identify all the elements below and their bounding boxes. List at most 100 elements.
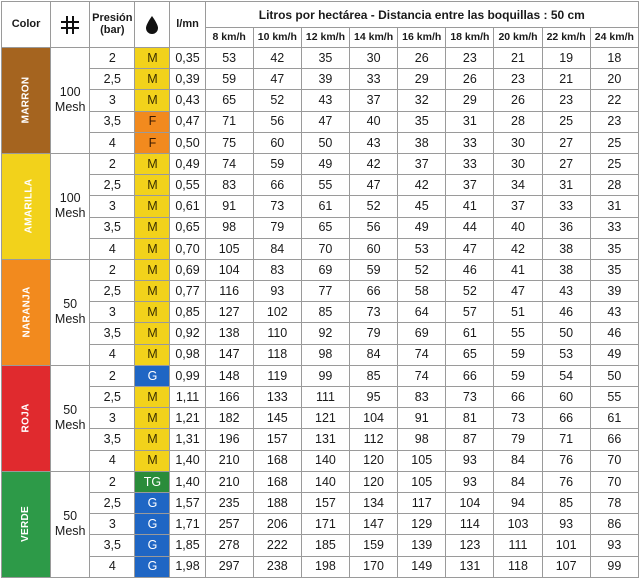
- rate-cell: 114: [445, 513, 495, 536]
- header-presion: Presión (bar): [89, 1, 136, 48]
- rate-cell: 52: [349, 195, 399, 218]
- rate-cell: 50: [541, 322, 591, 345]
- rate-cell: 85: [349, 364, 399, 388]
- rate-cell: 65: [300, 216, 351, 239]
- rate-cell: 59: [493, 364, 543, 388]
- flow-cell: 0,77: [169, 280, 206, 303]
- header-speed-2: 12 km/h: [300, 27, 351, 48]
- header-speed-7: 22 km/h: [541, 27, 591, 48]
- table-row: 3 G 1,71 257 206 171 147 129 114 103 93 86: [2, 513, 640, 536]
- rate-cell: 74: [397, 343, 447, 366]
- flow-cell: 0,50: [169, 131, 206, 154]
- flow-cell: 0,39: [169, 68, 206, 91]
- droplet-class-cell: M: [134, 449, 171, 472]
- rate-cell: 21: [541, 68, 591, 91]
- rate-cell: 69: [397, 322, 447, 345]
- header-grid-cell: [50, 1, 91, 48]
- rate-cell: 188: [252, 491, 302, 515]
- droplet-class-cell: M: [134, 385, 171, 409]
- rate-cell: 71: [541, 428, 591, 451]
- rate-cell: 37: [349, 89, 399, 112]
- table-row: 2,5 M 0,77 116 93 77 66 58 52 47 43 39: [2, 280, 640, 303]
- rate-cell: 168: [252, 470, 302, 493]
- rate-cell: 47: [252, 68, 302, 91]
- rate-cell: 53: [541, 343, 591, 366]
- rate-cell: 42: [493, 237, 543, 260]
- pressure-cell: 4: [89, 555, 136, 578]
- mesh-cell: 50 Mesh: [50, 258, 91, 366]
- rate-cell: 58: [397, 280, 447, 303]
- pressure-cell: 2,5: [89, 174, 136, 197]
- droplet-class-cell: M: [134, 237, 171, 260]
- rate-cell: 91: [204, 195, 254, 218]
- rate-cell: 30: [349, 46, 399, 70]
- rate-cell: 73: [493, 407, 543, 430]
- table-row: 4 M 0,70 105 84 70 60 53 47 42 38 35: [2, 237, 640, 260]
- droplet-class-cell: TG: [134, 470, 171, 493]
- rate-cell: 86: [589, 513, 640, 536]
- rate-cell: 145: [252, 407, 302, 430]
- flow-cell: 0,69: [169, 258, 206, 282]
- rate-cell: 257: [204, 513, 254, 536]
- pressure-cell: 3,5: [89, 428, 136, 451]
- rate-cell: 54: [541, 364, 591, 388]
- rate-cell: 66: [349, 280, 399, 303]
- rate-cell: 101: [541, 534, 591, 557]
- rate-cell: 52: [445, 280, 495, 303]
- rate-cell: 52: [252, 89, 302, 112]
- rate-cell: 53: [397, 237, 447, 260]
- pressure-cell: 3: [89, 301, 136, 324]
- droplet-class-cell: F: [134, 110, 171, 133]
- rate-cell: 31: [541, 174, 591, 197]
- rate-cell: 118: [252, 343, 302, 366]
- rate-cell: 41: [493, 258, 543, 282]
- rate-cell: 238: [252, 555, 302, 578]
- rate-cell: 166: [204, 385, 254, 409]
- rate-cell: 37: [445, 174, 495, 197]
- pressure-cell: 3,5: [89, 534, 136, 557]
- rate-cell: 23: [541, 89, 591, 112]
- rate-cell: 33: [445, 131, 495, 154]
- rate-cell: 111: [493, 534, 543, 557]
- header-speed-4: 16 km/h: [397, 27, 447, 48]
- pressure-cell: 2: [89, 470, 136, 493]
- rate-cell: 120: [349, 470, 399, 493]
- rate-cell: 210: [204, 470, 254, 493]
- flow-cell: 1,71: [169, 513, 206, 536]
- rate-cell: 138: [204, 322, 254, 345]
- rate-cell: 111: [300, 385, 351, 409]
- color-band-naranja: NARANJA: [0, 258, 52, 366]
- table-row: 2,5 G 1,57 235 188 157 134 117 104 94 85 78: [2, 491, 640, 515]
- rate-cell: 49: [589, 343, 640, 366]
- flow-cell: 1,31: [169, 428, 206, 451]
- rate-cell: 35: [397, 110, 447, 133]
- table-row: MARRON 100 Mesh 2 M 0,35 53 42 35 30 26 23 21 19 18: [0, 46, 640, 154]
- rate-cell: 131: [445, 555, 495, 578]
- rate-cell: 61: [589, 407, 640, 430]
- rate-cell: 79: [252, 216, 302, 239]
- rate-cell: 85: [541, 491, 591, 515]
- droplet-class-cell: G: [134, 534, 171, 557]
- rate-cell: 42: [397, 174, 447, 197]
- rate-cell: 33: [589, 216, 640, 239]
- rate-cell: 20: [589, 68, 640, 91]
- drop-icon: [146, 15, 159, 34]
- color-label: VERDE: [20, 506, 32, 543]
- rate-cell: 56: [252, 110, 302, 133]
- droplet-class-cell: M: [134, 46, 171, 70]
- droplet-class-cell: M: [134, 89, 171, 112]
- rate-cell: 31: [589, 195, 640, 218]
- pressure-cell: 2,5: [89, 280, 136, 303]
- rate-cell: 32: [397, 89, 447, 112]
- rate-cell: 149: [397, 555, 447, 578]
- pressure-cell: 3,5: [89, 216, 136, 239]
- rate-cell: 41: [445, 195, 495, 218]
- table-row: 3,5 M 0,92 138 110 92 79 69 61 55 50 46: [2, 322, 640, 345]
- flow-cell: 0,35: [169, 46, 206, 70]
- rate-cell: 168: [252, 449, 302, 472]
- rate-cell: 159: [349, 534, 399, 557]
- flow-cell: 0,47: [169, 110, 206, 133]
- rate-cell: 83: [252, 258, 302, 282]
- droplet-class-cell: M: [134, 280, 171, 303]
- rate-cell: 69: [300, 258, 351, 282]
